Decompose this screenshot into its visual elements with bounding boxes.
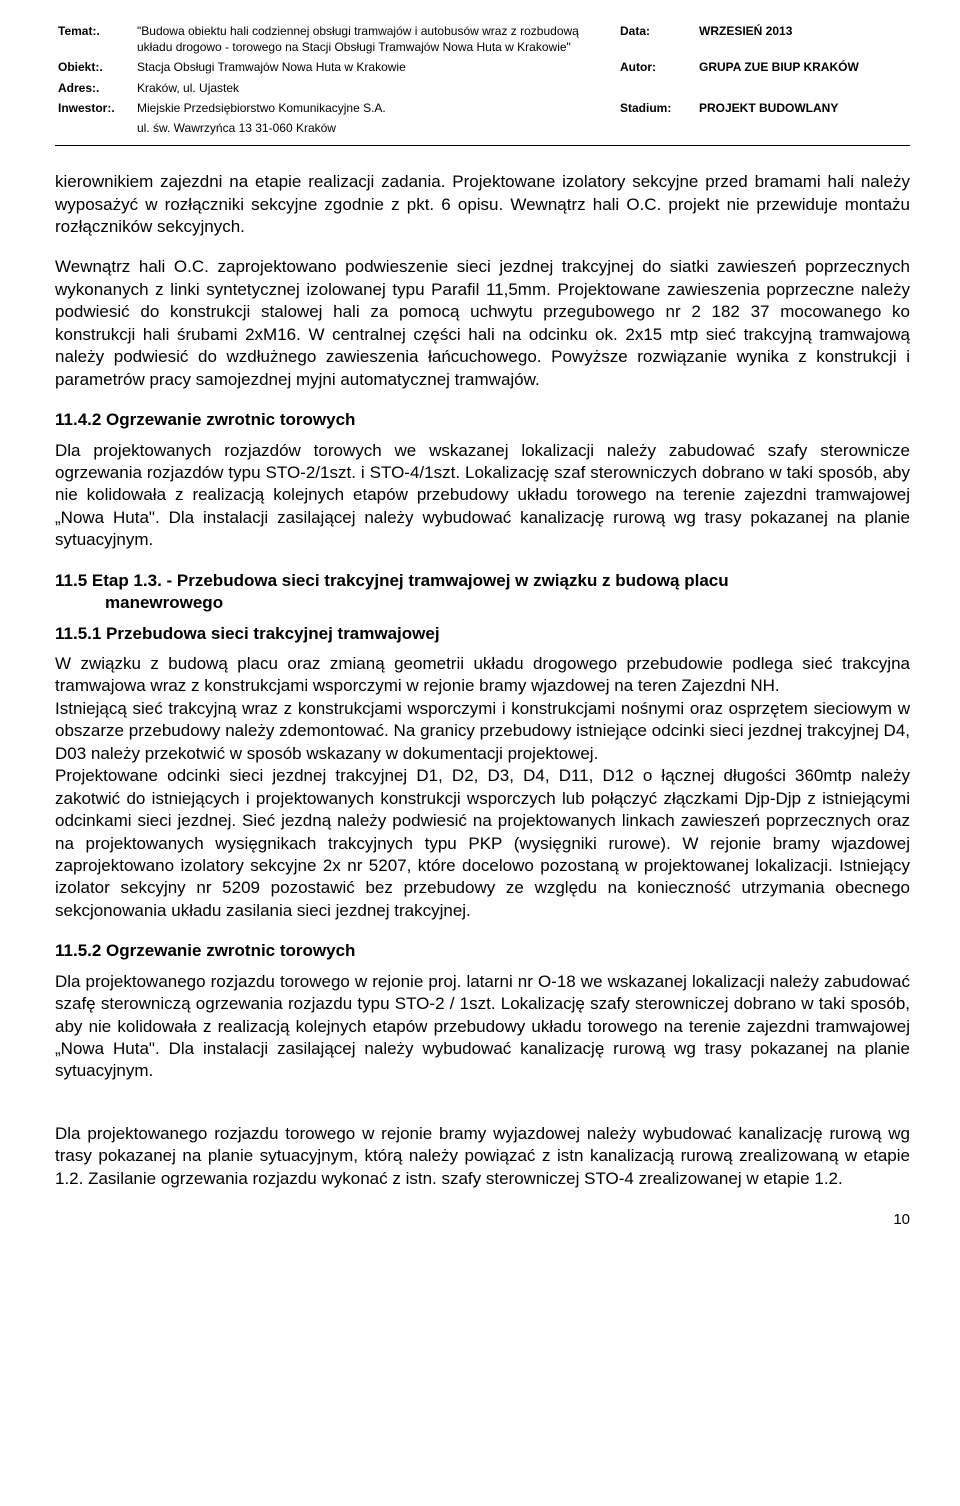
paragraph: Dla projektowanego rozjazdu torowego w r… bbox=[55, 1123, 910, 1190]
header-value: Kraków, ul. Ujastek bbox=[136, 79, 617, 97]
page-number: 10 bbox=[893, 1211, 910, 1228]
paragraph: Dla projektowanych rozjazdów torowych we… bbox=[55, 440, 910, 552]
section-heading-line: manewrowego bbox=[55, 592, 910, 614]
paragraph: Dla projektowanego rozjazdu torowego w r… bbox=[55, 971, 910, 1083]
section-heading: 11.4.2 Ogrzewanie zwrotnic torowych bbox=[55, 409, 910, 431]
header-label: Autor: bbox=[619, 58, 696, 76]
document-page: Temat:. "Budowa obiektu hali codziennej … bbox=[0, 0, 960, 1238]
header-label: Stadium: bbox=[619, 99, 696, 117]
document-header-table: Temat:. "Budowa obiektu hali codziennej … bbox=[55, 20, 910, 139]
header-row: ul. św. Wawrzyńca 13 31-060 Kraków bbox=[57, 119, 908, 137]
section-heading: 11.5.2 Ogrzewanie zwrotnic torowych bbox=[55, 940, 910, 962]
paragraph: Istniejącą sieć trakcyjną wraz z konstru… bbox=[55, 698, 910, 765]
header-label: Temat:. bbox=[57, 22, 134, 51]
header-value bbox=[698, 119, 908, 137]
document-body: kierownikiem zajezdni na etapie realizac… bbox=[55, 171, 910, 1190]
header-row: Obiekt:. Stacja Obsługi Tramwajów Nowa H… bbox=[57, 58, 908, 76]
paragraph: Projektowane odcinki sieci jezdnej trakc… bbox=[55, 765, 910, 922]
paragraph: Wewnątrz hali O.C. zaprojektowano podwie… bbox=[55, 256, 910, 391]
header-value: ul. św. Wawrzyńca 13 31-060 Kraków bbox=[136, 119, 617, 137]
section-heading-line: 11.5 Etap 1.3. - Przebudowa sieci trakcy… bbox=[55, 571, 729, 590]
header-label bbox=[619, 119, 696, 137]
header-label: Adres:. bbox=[57, 79, 134, 97]
header-value: GRUPA ZUE BIUP KRAKÓW bbox=[698, 58, 908, 76]
header-row: Adres:. Kraków, ul. Ujastek bbox=[57, 79, 908, 97]
header-label: Data: bbox=[619, 22, 696, 51]
header-value: PROJEKT BUDOWLANY bbox=[698, 99, 908, 117]
header-label: Inwestor:. bbox=[57, 99, 134, 117]
header-row: Temat:. "Budowa obiektu hali codziennej … bbox=[57, 22, 908, 51]
section-heading: 11.5.1 Przebudowa sieci trakcyjnej tramw… bbox=[55, 623, 910, 645]
header-label: Obiekt:. bbox=[57, 58, 134, 76]
header-value: Stacja Obsługi Tramwajów Nowa Huta w Kra… bbox=[136, 58, 617, 76]
header-value: WRZESIEŃ 2013 bbox=[698, 22, 908, 51]
header-row: Inwestor:. Miejskie Przedsiębiorstwo Kom… bbox=[57, 99, 908, 117]
header-label bbox=[619, 79, 696, 97]
paragraph: kierownikiem zajezdni na etapie realizac… bbox=[55, 171, 910, 238]
header-separator-line bbox=[55, 145, 910, 146]
header-label bbox=[57, 119, 134, 137]
section-heading: 11.5 Etap 1.3. - Przebudowa sieci trakcy… bbox=[55, 570, 910, 615]
header-value: Miejskie Przedsiębiorstwo Komunikacyjne … bbox=[136, 99, 617, 117]
paragraph: W związku z budową placu oraz zmianą geo… bbox=[55, 653, 910, 698]
header-value bbox=[698, 79, 908, 97]
header-value: "Budowa obiektu hali codziennej obsługi … bbox=[136, 22, 617, 56]
